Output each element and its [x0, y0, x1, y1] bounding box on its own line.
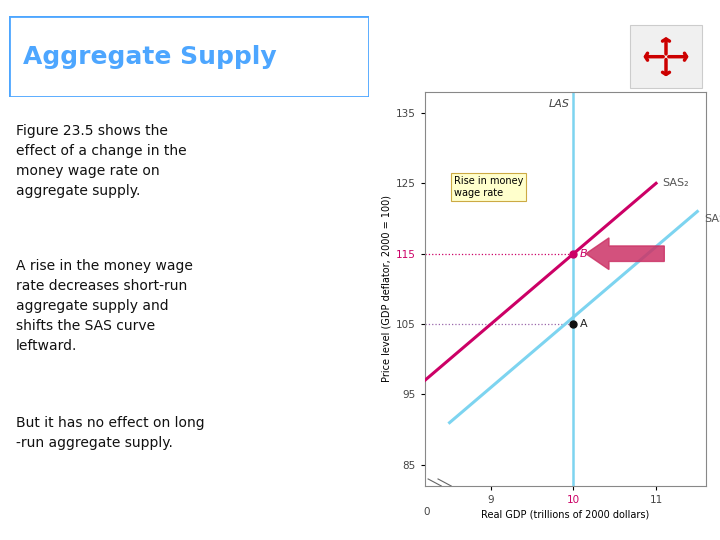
Text: Aggregate Supply: Aggregate Supply — [23, 45, 276, 69]
Text: SAS₀: SAS₀ — [704, 213, 720, 224]
Text: LAS: LAS — [549, 99, 570, 109]
Text: A rise in the money wage
rate decreases short-run
aggregate supply and
shifts th: A rise in the money wage rate decreases … — [16, 259, 193, 353]
Text: B: B — [580, 249, 588, 259]
Text: But it has no effect on long
-run aggregate supply.: But it has no effect on long -run aggreg… — [16, 416, 204, 450]
X-axis label: Real GDP (trillions of 2000 dollars): Real GDP (trillions of 2000 dollars) — [481, 509, 649, 519]
Text: Rise in money
wage rate: Rise in money wage rate — [454, 176, 523, 198]
FancyArrow shape — [586, 238, 665, 269]
Y-axis label: Price level (GDP deflator, 2000 = 100): Price level (GDP deflator, 2000 = 100) — [382, 195, 392, 382]
Text: SAS₂: SAS₂ — [662, 178, 689, 188]
Text: 0: 0 — [423, 507, 430, 517]
Text: A: A — [580, 319, 588, 329]
Text: Figure 23.5 shows the
effect of a change in the
money wage rate on
aggregate sup: Figure 23.5 shows the effect of a change… — [16, 124, 186, 198]
